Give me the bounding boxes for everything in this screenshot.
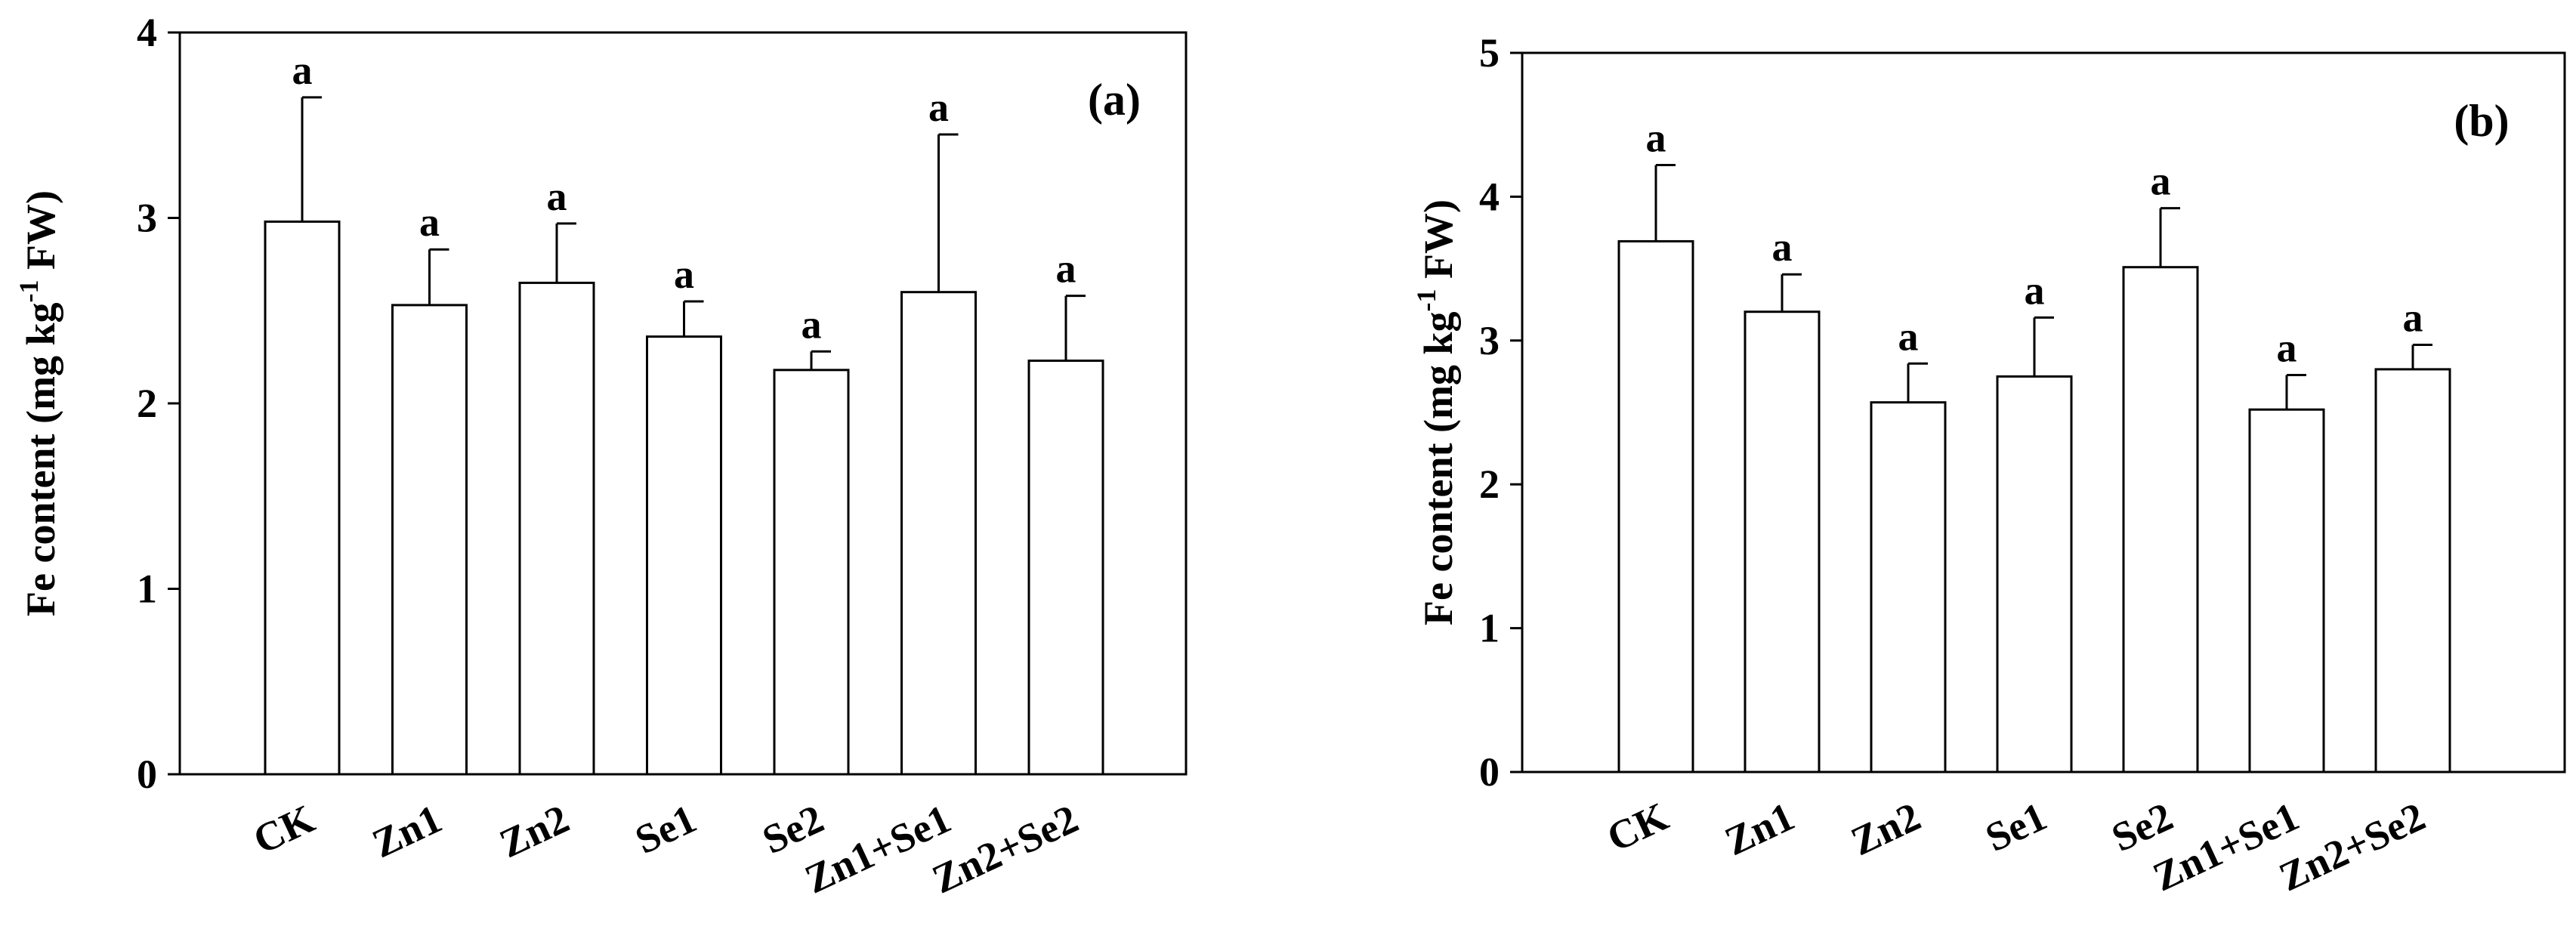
bar-zn1 (391, 304, 468, 776)
y-tick-label: 4 (1479, 174, 1500, 219)
x-tick-label: Se1 (1978, 793, 2053, 860)
y-axis-title-tail: FW) (18, 190, 63, 279)
x-tick-label: Zn2+Se2 (2272, 793, 2432, 900)
significance-label: a (674, 252, 694, 297)
y-tick-label: 0 (1479, 749, 1500, 795)
panel-label: (a) (1088, 75, 1141, 125)
significance-label: a (419, 199, 440, 245)
significance-label: a (1056, 246, 1076, 292)
significance-label: a (1898, 313, 1919, 359)
bar-zn1-plus-se1 (2248, 408, 2325, 774)
panel-label: (b) (2454, 96, 2509, 146)
y-tick-label: 2 (1479, 462, 1500, 507)
bar-zn2 (518, 281, 595, 776)
y-axis-title: Fe content (mg kg-1 FW) (1411, 199, 1461, 625)
y-tick-label: 5 (1479, 30, 1500, 76)
bar-zn2 (1870, 401, 1947, 774)
significance-label: a (2151, 159, 2171, 204)
x-tick-label: Zn2 (493, 795, 576, 866)
bar-se1 (646, 335, 722, 776)
bar-se2 (773, 369, 850, 776)
bar-se1 (1996, 375, 2073, 774)
bar-zn2-plus-se2 (2374, 368, 2451, 774)
chart-panel-a: 0 1 2 3 4 Fe content (mg kg-1 FW) a CK a Zn1 a Zn2 a… (14, 10, 1188, 902)
y-tick-label: 3 (137, 196, 157, 241)
bar-ck (264, 220, 341, 776)
y-tick-label: 0 (137, 752, 157, 797)
significance-label: a (1772, 224, 1793, 270)
bar-zn1-plus-se1 (900, 291, 977, 776)
y-tick-label: 2 (137, 381, 157, 426)
x-tick-label: Zn1+Se1 (798, 795, 958, 902)
y-axis-title-main: Fe content (mg kg (1416, 312, 1461, 625)
bar-zn2-plus-se2 (1027, 360, 1104, 776)
x-tick-label: CK (246, 795, 321, 863)
significance-label: a (2025, 267, 2045, 313)
x-tick-label: Zn1 (366, 795, 449, 866)
x-tick-label: CK (1600, 793, 1675, 860)
y-axis-title-tail: FW) (1416, 199, 1461, 289)
y-tick-label: 1 (137, 567, 157, 612)
significance-label: a (1646, 116, 1666, 161)
bar-ck (1617, 239, 1694, 774)
significance-label: a (2277, 325, 2297, 370)
bar-se2 (2122, 266, 2199, 774)
y-axis-title: Fe content (mg kg-1 FW) (14, 190, 63, 616)
significance-label: a (2403, 295, 2423, 341)
y-tick-label: 4 (137, 10, 157, 55)
x-tick-label: Zn1 (1718, 793, 1801, 864)
x-tick-label: Zn2+Se2 (925, 795, 1085, 902)
x-tick-label: Zn2 (1844, 793, 1927, 864)
bar-zn1 (1744, 310, 1821, 774)
significance-label: a (802, 301, 822, 347)
significance-label: a (292, 48, 313, 93)
y-tick-label: 3 (1479, 318, 1500, 363)
x-tick-label: Zn1+Se1 (2146, 793, 2306, 900)
chart-panel-b: 0 1 2 3 4 5 Fe content (mg kg-1 FW) a CK a Zn1 a Zn2… (1411, 30, 2566, 900)
y-axis-title-superscript: -1 (14, 280, 44, 303)
significance-label: a (547, 174, 567, 219)
y-tick-label: 1 (1479, 606, 1500, 651)
y-axis-title-superscript: -1 (1411, 289, 1441, 312)
y-axis-title-main: Fe content (mg kg (18, 303, 63, 616)
x-tick-label: Se1 (629, 795, 703, 863)
significance-label: a (928, 85, 949, 130)
